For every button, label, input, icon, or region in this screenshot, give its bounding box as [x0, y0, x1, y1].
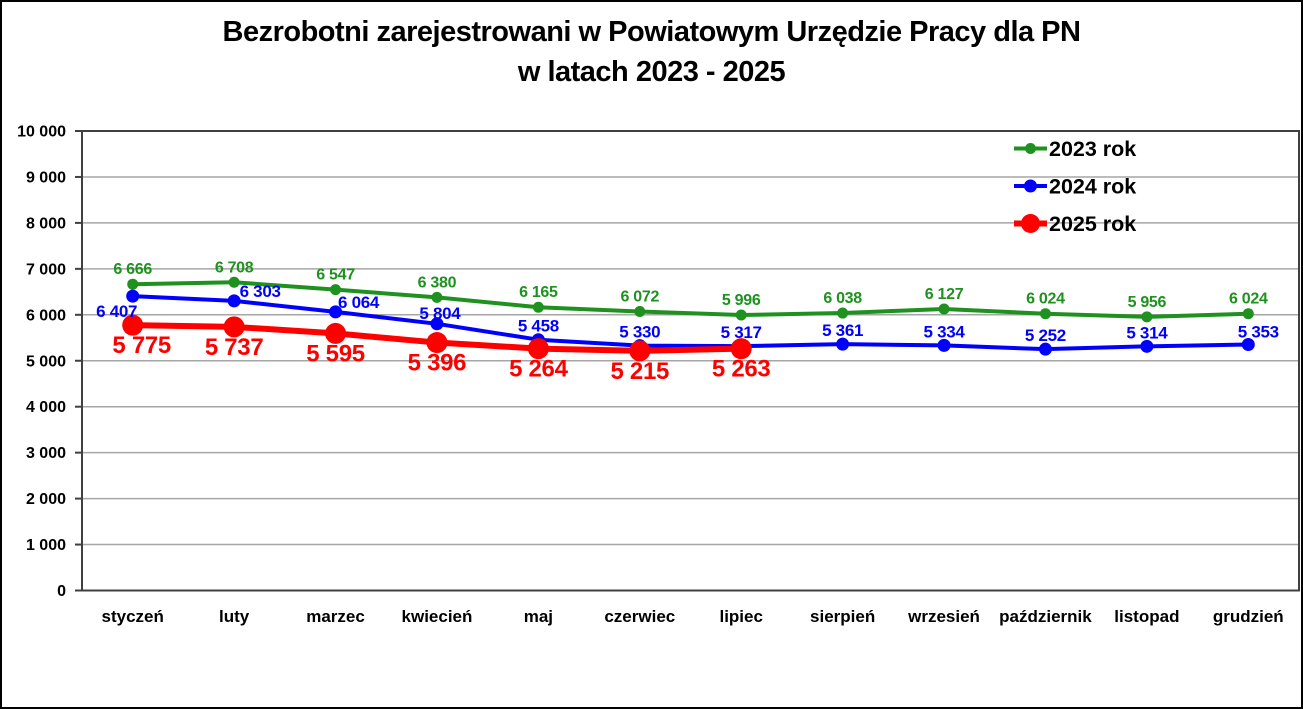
data-point-2024-rok	[430, 317, 444, 331]
data-label-2025-rok: 5 396	[408, 350, 467, 377]
x-axis-label: maj	[524, 607, 553, 626]
y-axis-label: 9 000	[26, 169, 66, 186]
data-label-2023-rok: 5 996	[722, 292, 761, 309]
data-label-2024-rok: 5 252	[1025, 326, 1066, 345]
data-point-2023-rok	[330, 284, 342, 296]
data-point-2023-rok	[837, 307, 849, 319]
data-label-2023-rok: 5 956	[1128, 294, 1167, 311]
data-label-2024-rok: 6 407	[96, 302, 137, 321]
data-point-2025-rok	[629, 340, 651, 362]
data-point-2023-rok	[431, 291, 443, 303]
x-axis-label: wrzesień	[907, 607, 980, 626]
y-axis-label: 2 000	[26, 491, 66, 508]
x-axis-label: czerwiec	[604, 607, 675, 626]
data-point-2025-rok	[223, 316, 245, 338]
data-point-2023-rok	[228, 276, 240, 288]
data-point-2025-rok	[122, 314, 144, 336]
data-point-2023-rok	[938, 303, 950, 315]
legend-marker	[1025, 143, 1036, 154]
data-label-2024-rok: 5 317	[721, 323, 762, 342]
data-point-2025-rok	[426, 332, 448, 354]
y-axis-label: 1 000	[26, 537, 66, 554]
data-point-2025-rok	[325, 322, 347, 344]
data-label-2025-rok: 5 737	[205, 334, 264, 361]
data-label-2025-rok: 5 263	[712, 356, 771, 383]
data-label-2023-rok: 6 380	[418, 274, 457, 291]
data-label-2024-rok: 5 804	[419, 304, 461, 323]
data-label-2024-rok: 6 303	[240, 282, 281, 301]
data-point-2024-rok	[126, 289, 140, 303]
y-axis-label: 4 000	[26, 399, 66, 416]
data-label-2023-rok: 6 708	[215, 259, 254, 276]
data-label-2023-rok: 6 072	[621, 288, 660, 305]
data-point-2023-rok	[127, 278, 139, 290]
data-point-2023-rok	[634, 305, 646, 317]
y-axis-label: 6 000	[26, 307, 66, 324]
x-axis-label: lipiec	[719, 607, 762, 626]
chart-title: Bezrobotni zarejestrowani w Powiatowym U…	[2, 12, 1301, 92]
legend-marker	[1024, 179, 1037, 193]
series-line-2024-rok	[130, 294, 1251, 352]
data-point-2024-rok	[227, 294, 241, 308]
y-axis-label: 5 000	[26, 353, 66, 370]
data-label-2023-rok: 6 666	[113, 261, 152, 278]
data-label-2025-rok: 5 264	[509, 356, 569, 383]
legend-label: 2023 rok	[1049, 137, 1136, 161]
x-axis-label: sierpień	[810, 607, 875, 626]
chart-title-line1: Bezrobotni zarejestrowani w Powiatowym U…	[222, 16, 1081, 48]
x-axis-label: marzec	[306, 607, 365, 626]
data-point-2024-rok	[1241, 338, 1255, 352]
data-point-2023-rok	[1242, 308, 1254, 320]
data-point-2025-rok	[527, 338, 549, 360]
data-label-2023-rok: 6 127	[925, 286, 964, 303]
data-point-2024-rok	[937, 338, 951, 352]
data-point-2023-rok	[1039, 308, 1051, 320]
data-label-2024-rok: 5 353	[1238, 323, 1279, 342]
data-label-2024-rok: 6 064	[338, 293, 380, 312]
data-point-2023-rok	[735, 309, 747, 321]
x-axis-label: grudzień	[1213, 607, 1284, 626]
data-label-2025-rok: 5 215	[611, 358, 670, 385]
data-label-2023-rok: 6 547	[316, 267, 355, 284]
data-label-2023-rok: 6 038	[823, 290, 862, 307]
y-axis-label: 10 000	[17, 124, 66, 141]
data-label-2025-rok: 5 595	[306, 340, 365, 367]
data-point-2023-rok	[532, 301, 544, 313]
data-label-2024-rok: 5 361	[822, 321, 863, 340]
series-line-2023-rok	[130, 280, 1251, 319]
legend-marker	[1021, 214, 1040, 233]
x-axis-label: luty	[219, 607, 250, 626]
data-label-2023-rok: 6 024	[1026, 291, 1065, 308]
data-label-2024-rok: 5 334	[924, 322, 966, 341]
data-point-2024-rok	[1038, 342, 1052, 356]
y-axis-label: 0	[57, 583, 66, 600]
y-axis-label: 7 000	[26, 261, 66, 278]
data-label-2023-rok: 6 165	[519, 284, 558, 301]
chart-title-line2: w latach 2023 - 2025	[517, 56, 786, 88]
y-axis-label: 8 000	[26, 215, 66, 232]
x-axis-label: kwiecień	[402, 607, 473, 626]
legend-label: 2024 rok	[1049, 175, 1136, 199]
data-point-2023-rok	[1141, 311, 1153, 323]
data-label-2023-rok: 6 024	[1229, 291, 1268, 308]
data-label-2024-rok: 5 314	[1126, 323, 1168, 342]
data-label-2025-rok: 5 775	[112, 332, 171, 359]
legend-label: 2025 rok	[1049, 212, 1136, 236]
data-label-2024-rok: 5 330	[619, 323, 660, 342]
x-axis-label: październik	[999, 607, 1092, 626]
x-axis-label: listopad	[1114, 607, 1179, 626]
data-label-2024-rok: 5 458	[518, 317, 559, 336]
y-axis-label: 3 000	[26, 445, 66, 462]
x-axis-label: styczeń	[102, 607, 164, 626]
data-point-2024-rok	[836, 337, 850, 351]
data-point-2024-rok	[1140, 339, 1154, 353]
data-point-2024-rok	[329, 305, 343, 319]
data-point-2025-rok	[730, 338, 752, 360]
